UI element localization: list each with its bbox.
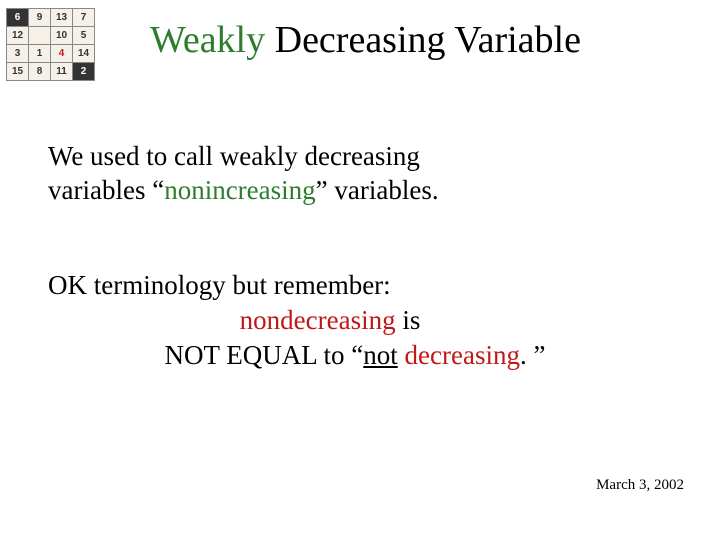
- paragraph-1: We used to call weakly decreasing variab…: [48, 140, 439, 208]
- title-rest: Decreasing Variable: [265, 19, 581, 61]
- grid-cell: 14: [73, 45, 95, 63]
- grid-cell: 4: [51, 45, 73, 63]
- p1-line2-pre: variables “: [48, 175, 164, 205]
- p2-line3-mid: [398, 340, 405, 370]
- title-prefix: Weakly: [150, 19, 265, 61]
- p2-line2-post: is: [396, 305, 421, 335]
- puzzle-grid-icon: 6 9 13 7 12 10 5 3 1 4 14 15 8 11 2: [6, 8, 95, 81]
- grid-cell: 13: [51, 9, 73, 27]
- grid-cell: 12: [7, 27, 29, 45]
- slide-date: March 3, 2002: [596, 477, 684, 494]
- p2-nondecreasing: nondecreasing: [240, 305, 396, 335]
- grid-cell: 3: [7, 45, 29, 63]
- p1-line2-post: ” variables.: [316, 175, 439, 205]
- slide-title: Weakly Decreasing Variable: [150, 18, 581, 62]
- paragraph-2: OK terminology but remember: nondecreasi…: [48, 268, 672, 373]
- p2-line1: OK terminology but remember:: [48, 270, 391, 300]
- grid-cell: 8: [29, 63, 51, 81]
- grid-cell: 6: [7, 9, 29, 27]
- grid-cell-empty: [29, 27, 51, 45]
- p2-line3-post: . ”: [520, 340, 545, 370]
- grid-cell: 11: [51, 63, 73, 81]
- grid-cell: 2: [73, 63, 95, 81]
- p1-nonincreasing: nonincreasing: [164, 175, 315, 205]
- grid-cell: 5: [73, 27, 95, 45]
- p2-decreasing: decreasing: [405, 340, 520, 370]
- grid-cell: 1: [29, 45, 51, 63]
- grid-cell: 15: [7, 63, 29, 81]
- grid-cell: 9: [29, 9, 51, 27]
- grid-cell: 7: [73, 9, 95, 27]
- p1-line1: We used to call weakly decreasing: [48, 141, 420, 171]
- grid-cell: 10: [51, 27, 73, 45]
- p2-line3-pre: NOT EQUAL to “: [165, 340, 364, 370]
- slide: 6 9 13 7 12 10 5 3 1 4 14 15 8 11 2 Weak…: [0, 0, 720, 540]
- p2-not-underline: not: [363, 340, 398, 370]
